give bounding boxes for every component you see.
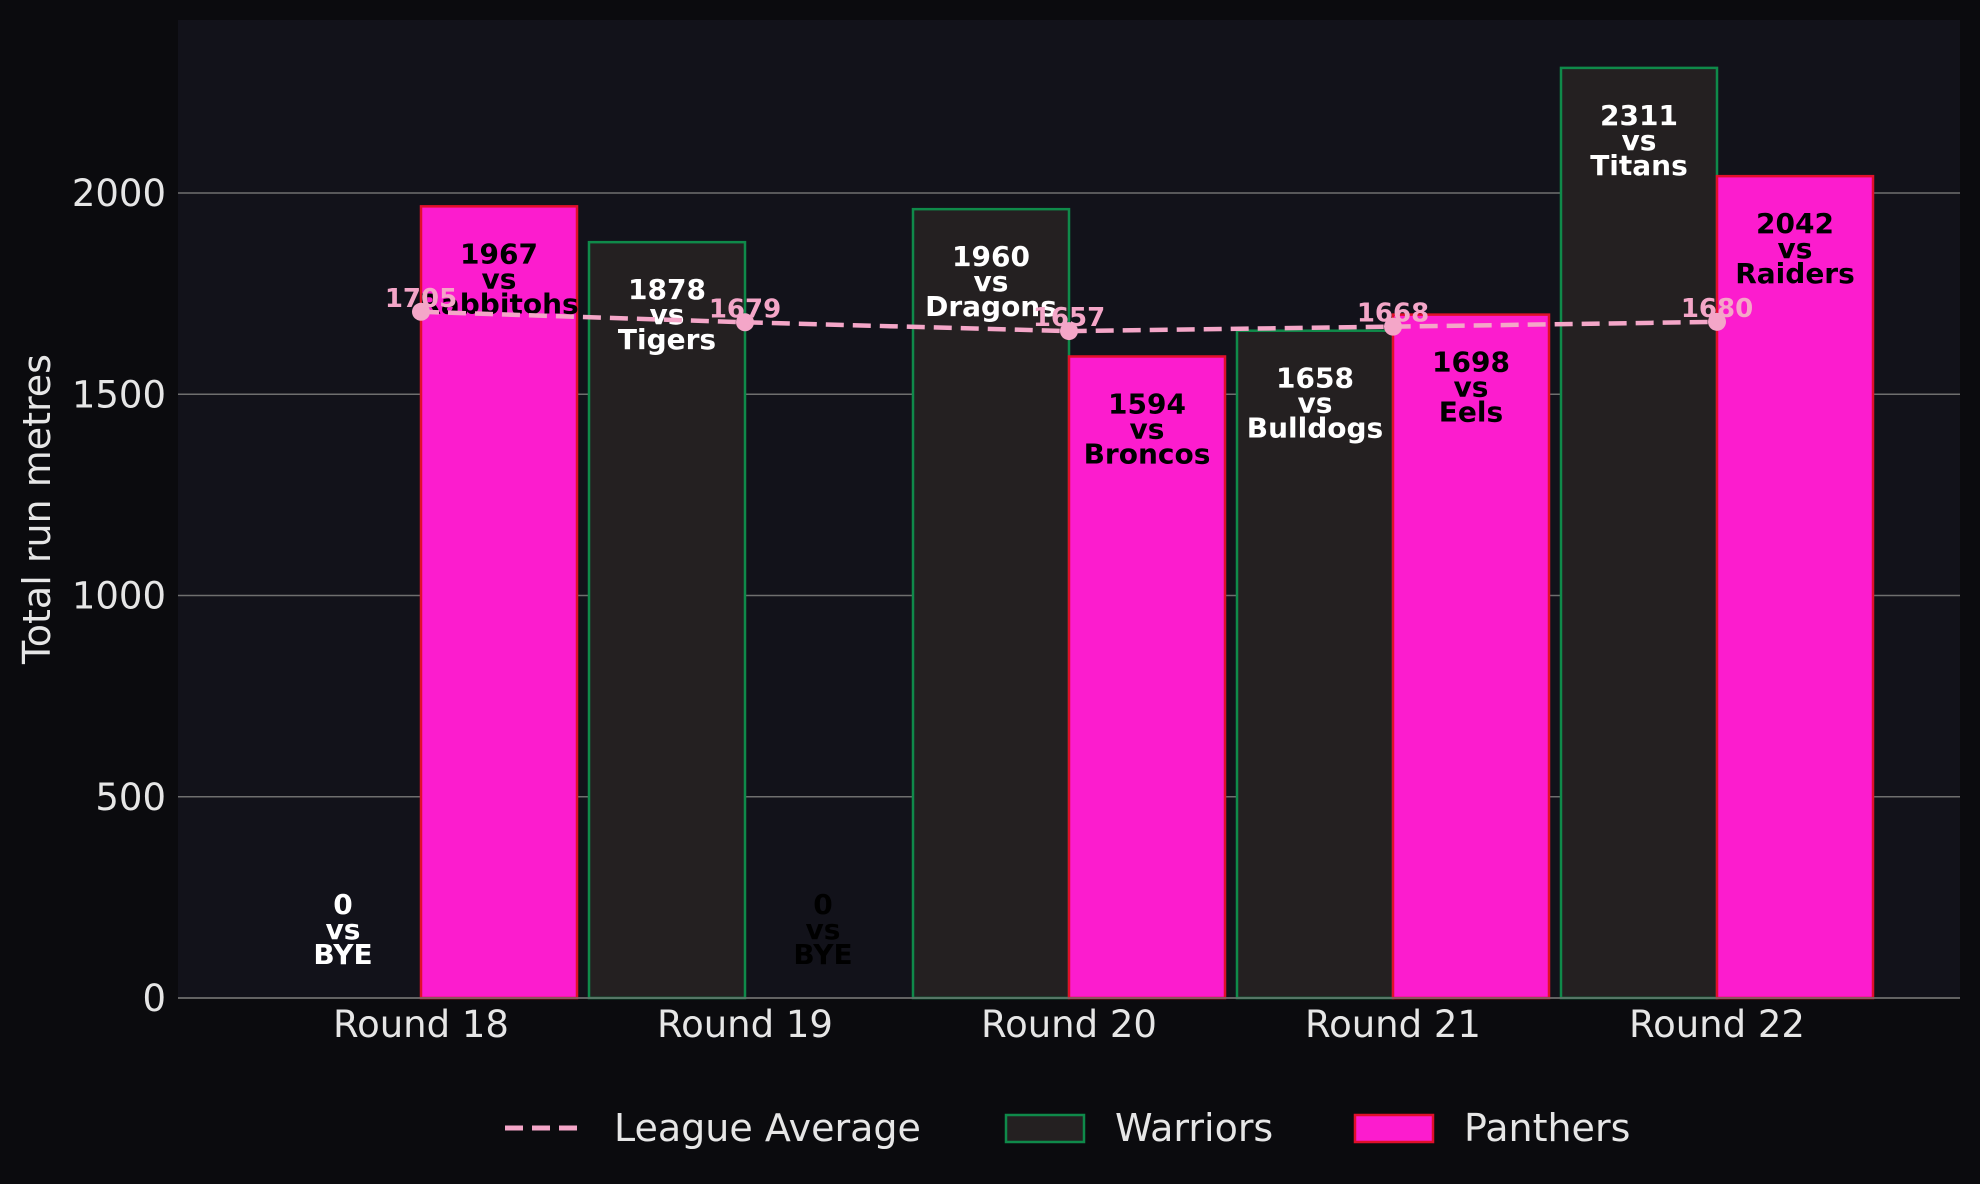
- y-tick-label: 500: [95, 776, 166, 819]
- bar-value-label: 0: [333, 888, 352, 921]
- bar-vs-label: vs: [1454, 371, 1489, 404]
- average-value-label: 1668: [1357, 299, 1429, 329]
- legend-warriors-swatch: [1004, 1113, 1086, 1144]
- average-point: [1708, 312, 1726, 331]
- bar-opponent-label: Broncos: [1084, 437, 1211, 470]
- bar-opponent-label: Titans: [1590, 149, 1688, 182]
- legend: League Average Warriors Panthers: [505, 1106, 1630, 1150]
- bar-vs-label: vs: [326, 913, 361, 946]
- bars: [419, 66, 1875, 1000]
- y-tick-label: 1500: [72, 373, 166, 416]
- legend-warriors-label: Warriors: [1115, 1106, 1273, 1150]
- bar-value-label: 1698: [1432, 346, 1510, 379]
- average-value-label: 1680: [1681, 294, 1753, 324]
- average-value-label: 1705: [385, 284, 457, 314]
- bar-value-label: 2311: [1600, 99, 1678, 132]
- bar-value-label: 0: [813, 888, 832, 921]
- bar-opponent-label: Tigers: [618, 323, 716, 356]
- bar-labels: 0vsBYE1878vsTigers1960vsDragons1658vsBul…: [313, 99, 1854, 971]
- x-tick-label: Round 22: [1629, 1003, 1805, 1046]
- x-tick-label: Round 18: [333, 1003, 509, 1046]
- x-tick-label: Round 19: [657, 1003, 833, 1046]
- bar-warriors-2: [911, 207, 1071, 1000]
- bar-value-label: 1967: [460, 237, 538, 270]
- bar-vs-label: vs: [650, 298, 685, 331]
- bar-opponent-label: BYE: [793, 938, 852, 971]
- bar-vs-label: vs: [482, 262, 517, 295]
- legend-average-label: League Average: [614, 1106, 921, 1150]
- bar-warriors-1: [587, 240, 747, 1000]
- bar-opponent-label: Rabbitohs: [419, 287, 578, 320]
- x-axis: Round 18 Round 19 Round 20 Round 21 Round 22: [178, 997, 1960, 1046]
- bar-vs-label: vs: [1778, 232, 1813, 265]
- average-value-label: 1657: [1033, 303, 1105, 333]
- average-point: [1060, 322, 1078, 341]
- bar-panthers-4: [1715, 174, 1875, 1000]
- y-tick-label: 0: [142, 977, 166, 1020]
- legend-panthers-swatch: [1353, 1113, 1435, 1144]
- bar-opponent-label: Eels: [1439, 396, 1503, 429]
- legend-panthers-label: Panthers: [1464, 1106, 1630, 1150]
- average-point: [412, 302, 430, 321]
- average-value-label: 1679: [709, 294, 781, 324]
- y-tick-label: 2000: [72, 172, 166, 215]
- average-point: [736, 313, 754, 332]
- bar-warriors-3: [1235, 329, 1395, 1000]
- bar-value-label: 1878: [628, 273, 706, 306]
- bar-opponent-label: Raiders: [1735, 257, 1855, 290]
- bar-value-label: 1658: [1276, 362, 1354, 395]
- bar-value-label: 2042: [1756, 207, 1834, 240]
- bar-vs-label: vs: [1130, 412, 1165, 445]
- y-axis: 0 500 1000 1500 2000: [72, 172, 166, 1020]
- bar-panthers-2: [1067, 355, 1227, 1000]
- x-tick-label: Round 21: [1305, 1003, 1481, 1046]
- bar-vs-label: vs: [1622, 124, 1657, 157]
- x-tick-label: Round 20: [981, 1003, 1157, 1046]
- bar-opponent-label: BYE: [313, 938, 372, 971]
- bar-panthers-3: [1391, 313, 1551, 1000]
- average-line: 1705 1679 1657 1668 1680: [385, 284, 1753, 341]
- y-axis-title: Total run metres: [15, 354, 59, 665]
- bar-value-label: 1960: [952, 240, 1030, 273]
- bar-vs-label: vs: [1298, 387, 1333, 420]
- bar-vs-label: vs: [806, 913, 841, 946]
- y-tick-label: 1000: [72, 575, 166, 618]
- bar-value-label: 1594: [1108, 387, 1186, 420]
- bar-opponent-label: Bulldogs: [1247, 412, 1383, 445]
- bar-opponent-label: Dragons: [925, 290, 1057, 323]
- average-point: [1384, 317, 1402, 336]
- bar-warriors-4: [1559, 66, 1719, 1000]
- bar-panthers-0: [419, 205, 579, 1000]
- bar-vs-label: vs: [974, 265, 1009, 298]
